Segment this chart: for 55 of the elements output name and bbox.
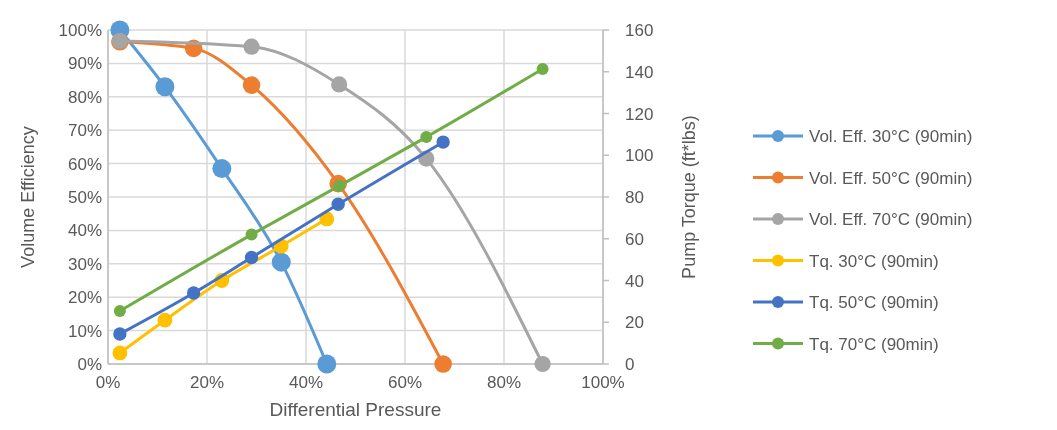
x-axis-title: Differential Pressure — [269, 399, 442, 420]
point — [113, 327, 127, 341]
legend-label: Tq. 30°C (90min) — [809, 251, 939, 271]
y2-tick-label: 160 — [625, 21, 654, 40]
point — [271, 252, 291, 272]
point — [242, 76, 261, 94]
y-tick-label: 80% — [67, 87, 102, 107]
point — [245, 228, 258, 241]
legend-label: Tq. 50°C (90min) — [809, 293, 939, 312]
point — [212, 159, 232, 179]
point — [317, 354, 337, 374]
y-tick-label: 100% — [58, 21, 102, 40]
y-tick-label: 10% — [67, 321, 102, 341]
legend-label: Vol. Eff. 30°C (90min) — [809, 127, 973, 146]
legend-label: Vol. Eff. 70°C (90min) — [809, 210, 973, 229]
point — [243, 38, 260, 55]
y2-tick-label: 100 — [625, 146, 654, 166]
y-tick-label: 70% — [67, 121, 102, 141]
y-tick-label: 60% — [67, 154, 102, 174]
y2-tick-label: 20 — [625, 313, 644, 333]
y2-tick-label: 0 — [625, 355, 635, 374]
point — [186, 286, 201, 300]
y2-tick-label: 140 — [625, 62, 654, 82]
y2-axis-title: Pump Torque (ft*lbs) — [679, 115, 699, 279]
point — [113, 304, 126, 317]
y-tick-label: 0% — [77, 355, 102, 374]
x-tick-label: 40% — [288, 373, 324, 392]
y2-tick-label: 120 — [625, 104, 654, 124]
point — [331, 197, 345, 212]
legend-label: Tq. 70°C (90min) — [809, 334, 939, 354]
point — [244, 250, 259, 265]
x-tick-label: 80% — [486, 373, 522, 392]
point — [157, 312, 173, 328]
y-tick-label: 40% — [67, 221, 102, 241]
x-tick-label: 0% — [95, 373, 121, 392]
x-tick-label: 60% — [387, 373, 423, 392]
x-tick-label: 100% — [581, 373, 625, 392]
y2-tick-label: 80 — [625, 188, 644, 207]
y2-tick-label: 40 — [625, 271, 644, 291]
point — [534, 355, 551, 373]
y-tick-label: 50% — [67, 188, 102, 207]
legend-label: Vol. Eff. 50°C (90min) — [809, 168, 973, 188]
point — [434, 355, 452, 373]
y2-tick-label: 60 — [625, 229, 644, 249]
y-tick-label: 30% — [67, 254, 102, 274]
point — [155, 77, 175, 97]
point — [420, 131, 433, 144]
x-tick-label: 20% — [189, 373, 225, 392]
point — [331, 76, 348, 93]
point — [436, 135, 450, 149]
y-tick-label: 20% — [67, 288, 102, 308]
y-axis-title: Volume Efficiency — [18, 126, 38, 268]
point — [112, 345, 128, 361]
point — [536, 63, 549, 76]
y-tick-label: 90% — [67, 54, 102, 74]
